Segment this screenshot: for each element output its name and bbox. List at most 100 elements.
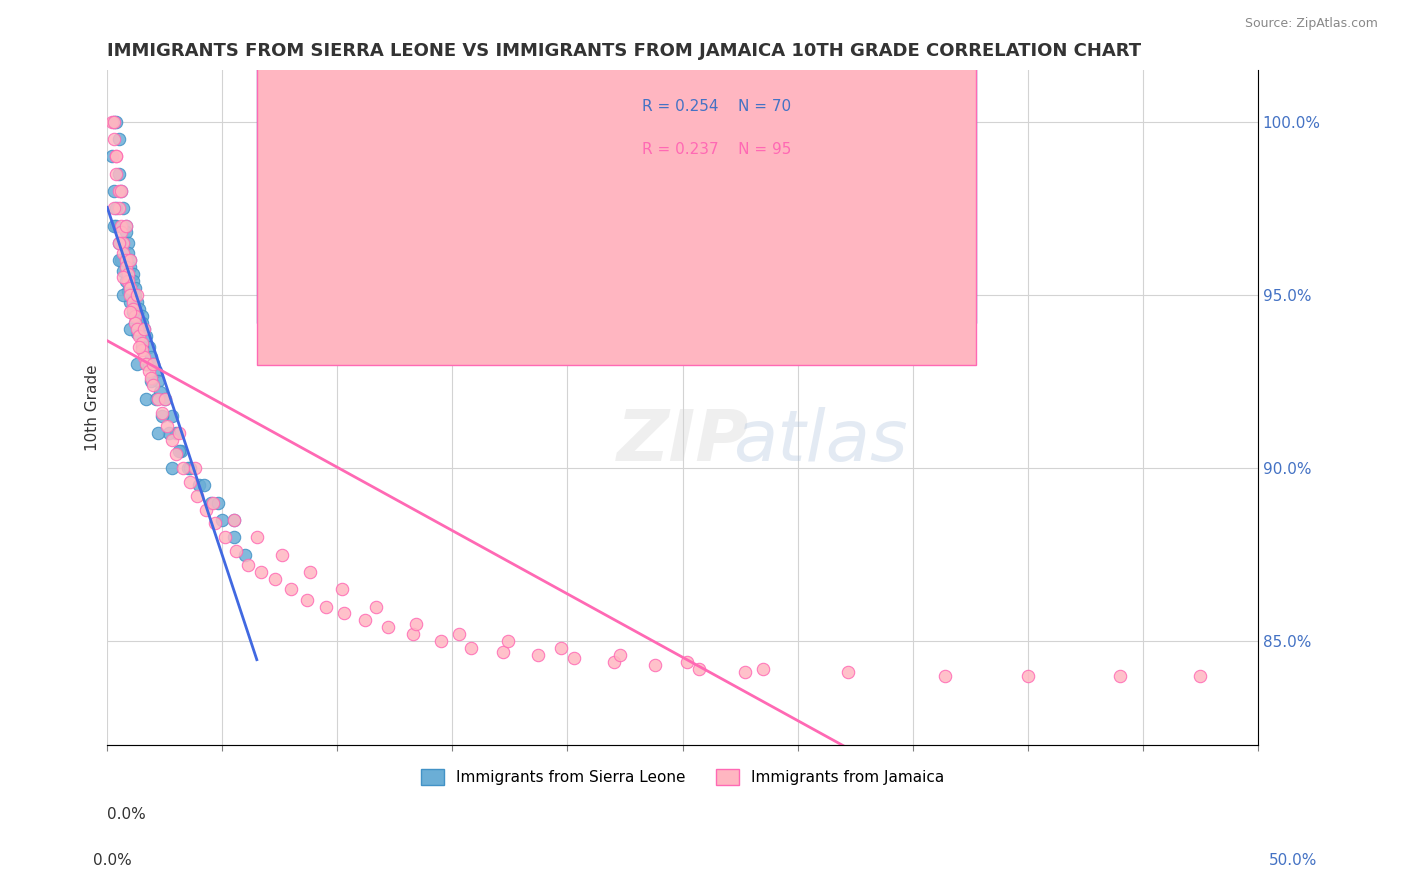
Immigrants from Jamaica [236, 558, 259, 572]
Immigrants from Jamaica [110, 226, 132, 240]
Immigrants from Jamaica [121, 301, 143, 316]
Immigrants from Jamaica [114, 260, 136, 274]
Immigrants from Jamaica [602, 655, 624, 669]
Immigrants from Sierra Leone [112, 263, 135, 277]
Immigrants from Sierra Leone [139, 375, 162, 389]
Immigrants from Sierra Leone [112, 287, 135, 301]
Immigrants from Sierra Leone [146, 426, 169, 441]
FancyBboxPatch shape [257, 0, 976, 323]
Immigrants from Sierra Leone [101, 149, 124, 163]
Immigrants from Sierra Leone [135, 392, 157, 406]
Immigrants from Sierra Leone [165, 426, 187, 441]
Immigrants from Jamaica [179, 475, 201, 489]
Immigrants from Jamaica [124, 316, 146, 330]
Immigrants from Jamaica [131, 336, 153, 351]
Immigrants from Sierra Leone [211, 513, 233, 527]
Text: IMMIGRANTS FROM SIERRA LEONE VS IMMIGRANTS FROM JAMAICA 10TH GRADE CORRELATION C: IMMIGRANTS FROM SIERRA LEONE VS IMMIGRAN… [107, 42, 1142, 60]
Immigrants from Sierra Leone [193, 478, 215, 492]
Immigrants from Jamaica [128, 340, 150, 354]
Immigrants from Jamaica [114, 219, 136, 233]
Immigrants from Jamaica [117, 267, 139, 281]
Immigrants from Jamaica [132, 350, 155, 364]
Immigrants from Jamaica [135, 357, 157, 371]
Immigrants from Sierra Leone [124, 287, 146, 301]
Immigrants from Sierra Leone [121, 267, 143, 281]
Immigrants from Jamaica [117, 274, 139, 288]
Immigrants from Jamaica [110, 219, 132, 233]
Immigrants from Jamaica [250, 565, 273, 579]
Immigrants from Sierra Leone [112, 201, 135, 215]
Immigrants from Jamaica [167, 426, 190, 441]
Immigrants from Sierra Leone [120, 294, 142, 309]
Immigrants from Jamaica [105, 149, 128, 163]
Immigrants from Sierra Leone [177, 461, 200, 475]
Immigrants from Jamaica [172, 461, 194, 475]
Immigrants from Jamaica [222, 513, 245, 527]
Text: Source: ZipAtlas.com: Source: ZipAtlas.com [1244, 17, 1378, 29]
Text: 50.0%: 50.0% [1270, 854, 1317, 868]
Immigrants from Jamaica [837, 665, 859, 680]
Immigrants from Jamaica [246, 530, 269, 544]
Immigrants from Jamaica [366, 599, 388, 614]
Immigrants from Jamaica [103, 114, 125, 128]
Immigrants from Jamaica [1017, 669, 1039, 683]
Immigrants from Sierra Leone [157, 426, 180, 441]
Immigrants from Jamaica [114, 253, 136, 268]
Immigrants from Jamaica [124, 309, 146, 323]
Immigrants from Sierra Leone [114, 226, 136, 240]
Immigrants from Sierra Leone [128, 301, 150, 316]
Immigrants from Jamaica [127, 322, 149, 336]
Immigrants from Sierra Leone [188, 478, 211, 492]
Immigrants from Sierra Leone [160, 461, 183, 475]
Immigrants from Jamaica [142, 357, 165, 371]
Immigrants from Jamaica [128, 329, 150, 343]
Immigrants from Sierra Leone [120, 253, 142, 268]
Immigrants from Jamaica [330, 582, 353, 597]
Immigrants from Sierra Leone [121, 305, 143, 319]
Immigrants from Sierra Leone [124, 281, 146, 295]
Text: R = 0.237    N = 95: R = 0.237 N = 95 [643, 142, 792, 157]
Immigrants from Sierra Leone [127, 357, 149, 371]
Immigrants from Jamaica [112, 270, 135, 285]
Immigrants from Sierra Leone [114, 274, 136, 288]
Immigrants from Sierra Leone [135, 357, 157, 371]
Immigrants from Jamaica [120, 287, 142, 301]
Immigrants from Sierra Leone [110, 184, 132, 198]
Immigrants from Jamaica [120, 281, 142, 295]
Immigrants from Jamaica [271, 548, 294, 562]
Immigrants from Sierra Leone [131, 340, 153, 354]
Immigrants from Sierra Leone [160, 409, 183, 423]
Immigrants from Sierra Leone [139, 350, 162, 364]
Immigrants from Sierra Leone [233, 548, 256, 562]
Immigrants from Jamaica [146, 392, 169, 406]
Immigrants from Sierra Leone [120, 322, 142, 336]
Immigrants from Jamaica [449, 627, 471, 641]
Immigrants from Sierra Leone [145, 392, 167, 406]
Immigrants from Sierra Leone [120, 260, 142, 274]
Immigrants from Jamaica [752, 662, 775, 676]
Immigrants from Jamaica [131, 343, 153, 358]
Immigrants from Jamaica [138, 364, 160, 378]
Immigrants from Jamaica [101, 114, 124, 128]
Immigrants from Jamaica [333, 607, 356, 621]
Immigrants from Jamaica [183, 461, 205, 475]
Immigrants from Jamaica [264, 572, 287, 586]
Immigrants from Sierra Leone [107, 132, 129, 146]
Immigrants from Jamaica [165, 447, 187, 461]
Immigrants from Sierra Leone [114, 219, 136, 233]
Immigrants from Sierra Leone [200, 495, 222, 509]
Immigrants from Jamaica [142, 377, 165, 392]
Immigrants from Jamaica [405, 616, 427, 631]
Immigrants from Jamaica [112, 235, 135, 250]
Immigrants from Sierra Leone [121, 274, 143, 288]
Legend: Immigrants from Sierra Leone, Immigrants from Jamaica: Immigrants from Sierra Leone, Immigrants… [415, 764, 950, 791]
FancyBboxPatch shape [257, 0, 976, 366]
Immigrants from Jamaica [107, 184, 129, 198]
Immigrants from Sierra Leone [105, 201, 128, 215]
Text: atlas: atlas [734, 407, 908, 475]
Immigrants from Sierra Leone [105, 114, 128, 128]
Immigrants from Sierra Leone [107, 235, 129, 250]
Immigrants from Jamaica [298, 565, 321, 579]
Immigrants from Sierra Leone [117, 285, 139, 299]
Immigrants from Jamaica [225, 544, 247, 558]
